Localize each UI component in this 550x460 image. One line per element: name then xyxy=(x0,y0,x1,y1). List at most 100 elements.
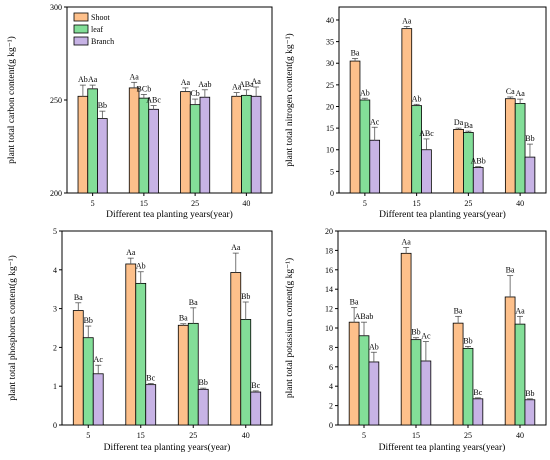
bar-shoot xyxy=(401,28,413,194)
significance-label: Ab xyxy=(412,94,422,103)
significance-label: Ac xyxy=(370,117,380,126)
bar-shoot xyxy=(72,310,84,426)
x-tick-label: 25 xyxy=(464,199,472,208)
significance-label: Aa xyxy=(251,77,261,86)
y-tick-label: 4 xyxy=(329,382,333,391)
legend-label: Branch xyxy=(91,37,114,46)
significance-label: Ac xyxy=(421,332,431,341)
significance-label: Ba xyxy=(74,293,83,302)
bar-shoot xyxy=(230,272,242,426)
significance-label: Ba xyxy=(189,298,198,307)
bar-leaf xyxy=(87,88,98,194)
y-tick-label: 1 xyxy=(53,382,57,391)
y-tick-label: 15 xyxy=(326,124,334,133)
x-tick-label: 5 xyxy=(91,199,95,208)
significance-label: Bb xyxy=(98,101,107,110)
significance-label: Da xyxy=(454,118,464,127)
y-tick-label: 10 xyxy=(325,324,333,333)
bar-branch xyxy=(472,398,484,426)
bar-branch xyxy=(472,167,484,194)
bar-leaf xyxy=(411,105,422,194)
legend-label: leaf xyxy=(91,25,103,34)
bar-shoot xyxy=(400,252,412,426)
x-axis-label: Different tea planting years(year) xyxy=(379,209,506,220)
legend-label: Shoot xyxy=(91,13,110,22)
significance-label: Aa xyxy=(129,72,139,81)
chart-panel-top-right: 0 5 10 15 20 25 30 35 40 5 15 25 40 Ba Aa Da Ca Ab Ab Ba Aa A… xyxy=(284,6,547,220)
y-tick-label: 2 xyxy=(53,343,57,352)
y-tick-label: 200 xyxy=(50,189,62,198)
y-tick-label: 16 xyxy=(325,266,333,275)
y-tick-label: 20 xyxy=(325,227,333,236)
bar-leaf xyxy=(135,282,147,426)
y-axis-label: plant total nitrogen content(g kg⁻¹) xyxy=(284,33,295,166)
bar-leaf xyxy=(189,104,201,194)
y-axis-label: plant total potassium content(g kg⁻¹) xyxy=(284,258,295,398)
bar-branch xyxy=(92,373,104,426)
x-tick-label: 5 xyxy=(363,199,367,208)
x-tick-label: 25 xyxy=(189,431,197,440)
y-tick-label: 6 xyxy=(329,363,333,372)
y-tick-label: 8 xyxy=(329,343,333,352)
bar-leaf xyxy=(410,339,422,426)
y-tick-label: 3 xyxy=(53,305,57,314)
y-tick-label: 18 xyxy=(325,246,333,255)
significance-label: Bc xyxy=(251,381,260,390)
bar-shoot xyxy=(125,263,137,426)
y-tick-label: 25 xyxy=(326,81,334,90)
bar-leaf xyxy=(82,337,94,426)
bar-branch xyxy=(145,384,157,426)
bar-branch xyxy=(148,108,159,194)
significance-label: Ab xyxy=(136,262,146,271)
x-tick-label: 5 xyxy=(86,431,90,440)
y-tick-label: 0 xyxy=(330,189,334,198)
bar-leaf xyxy=(359,99,371,194)
bar-shoot xyxy=(452,322,464,426)
significance-label: Ba xyxy=(454,306,463,315)
significance-label: Aa xyxy=(232,83,242,92)
significance-label: Bc xyxy=(146,373,155,382)
significance-label: Ba xyxy=(464,121,473,130)
x-tick-label: 15 xyxy=(413,199,421,208)
significance-label: Aa xyxy=(231,243,241,252)
y-tick-label: 20 xyxy=(326,102,334,111)
bar-branch xyxy=(199,96,211,194)
y-tick-label: 0 xyxy=(329,421,333,430)
bar-leaf xyxy=(240,319,252,426)
y-axis-label: plant total phosphorus content(g kg⁻¹) xyxy=(7,255,18,401)
bar-shoot xyxy=(177,324,189,426)
y-tick-label: 0 xyxy=(53,421,57,430)
y-tick-label: 250 xyxy=(50,96,62,105)
x-tick-label: 25 xyxy=(464,431,472,440)
significance-label: Aa xyxy=(181,78,191,87)
bar-shoot xyxy=(77,95,89,194)
significance-label: Ba xyxy=(179,314,188,323)
significance-label: ABc xyxy=(419,129,434,138)
bar-shoot xyxy=(504,296,516,426)
bar-leaf xyxy=(241,94,252,194)
bar-leaf xyxy=(358,335,370,426)
legend: Shoot leaf Branch xyxy=(73,12,114,46)
bar-branch xyxy=(197,388,209,426)
significance-label: Ab xyxy=(360,88,370,97)
significance-label: Aa xyxy=(402,16,412,25)
bar-branch xyxy=(97,118,108,194)
bar-branch xyxy=(421,149,432,194)
significance-label: Cb xyxy=(190,89,199,98)
significance-label: Aa xyxy=(88,75,98,84)
significance-label: Bb xyxy=(525,134,534,143)
significance-label: Ca xyxy=(506,87,515,96)
bar-branch xyxy=(369,139,381,194)
x-axis-label: Different tea planting years(year) xyxy=(104,442,231,453)
significance-label: ABb xyxy=(471,157,486,166)
significance-label: Aa xyxy=(515,89,525,98)
significance-label: Ac xyxy=(94,355,104,364)
bar-branch xyxy=(250,95,262,194)
significance-label: BCb xyxy=(137,84,152,93)
x-axis-label: Different tea planting years(year) xyxy=(106,209,233,220)
y-tick-label: 35 xyxy=(326,38,334,47)
x-tick-label: 40 xyxy=(242,431,250,440)
bar-branch xyxy=(524,156,536,194)
x-axis-label: Different tea planting years(year) xyxy=(379,442,506,453)
significance-label: Bc xyxy=(473,388,482,397)
